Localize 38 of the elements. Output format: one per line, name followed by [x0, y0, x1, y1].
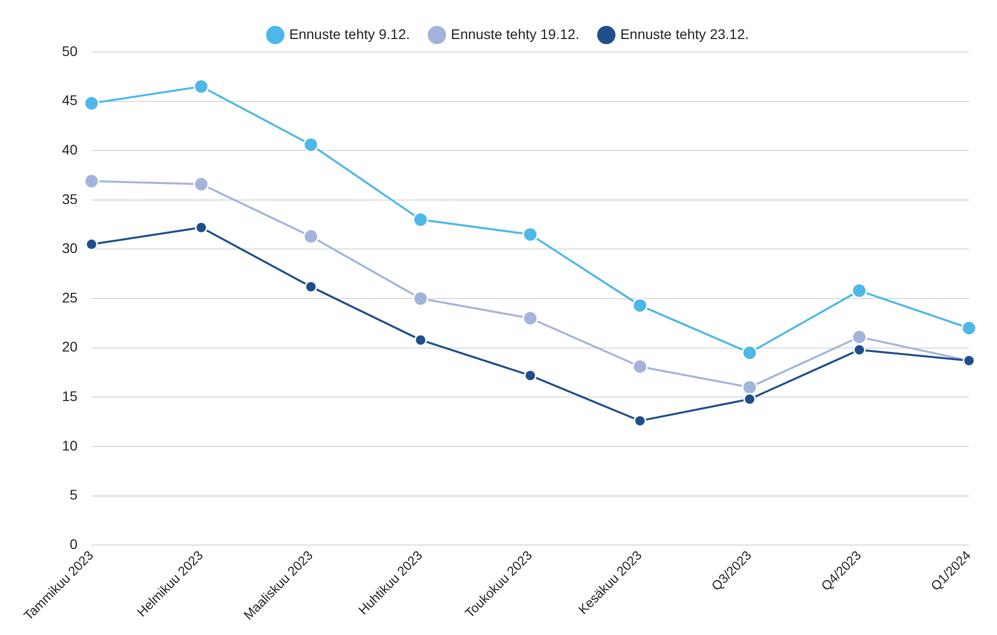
point [522, 310, 538, 326]
point [742, 380, 758, 396]
point [412, 212, 428, 228]
point [84, 96, 100, 112]
point [85, 238, 98, 251]
y-tick-label: 10 [62, 437, 78, 454]
y-tick-label: 30 [62, 240, 78, 256]
point [852, 282, 868, 298]
y-tick-label: 20 [62, 338, 78, 355]
point [632, 298, 648, 314]
point [195, 221, 208, 234]
point [961, 320, 977, 336]
point [743, 392, 756, 406]
point [303, 228, 319, 244]
y-tick-label: 50 [62, 42, 78, 59]
y-tick-label: 5 [70, 486, 78, 503]
y-tick-label: 35 [62, 190, 78, 207]
legend-label: Ennuste tehty 23.12. [620, 26, 749, 42]
point [194, 176, 209, 192]
point [632, 358, 648, 374]
y-tick-label: 0 [70, 536, 78, 552]
point [414, 334, 427, 346]
y-tick-label: 45 [62, 92, 78, 108]
legend-label: Ennuste tehty 9.12. [289, 26, 410, 42]
y-tick-label: 40 [62, 141, 78, 158]
point [634, 414, 646, 428]
point [412, 290, 428, 306]
y-tick-label: 25 [62, 289, 78, 306]
point [524, 369, 537, 382]
legend-label: Ennuste tehty 19.12. [450, 26, 580, 42]
point [742, 345, 758, 361]
point [303, 136, 319, 152]
point [84, 173, 100, 189]
point [853, 344, 866, 356]
point [522, 226, 538, 242]
point [194, 78, 209, 94]
y-tick-label: 15 [62, 388, 78, 404]
point [852, 329, 868, 345]
